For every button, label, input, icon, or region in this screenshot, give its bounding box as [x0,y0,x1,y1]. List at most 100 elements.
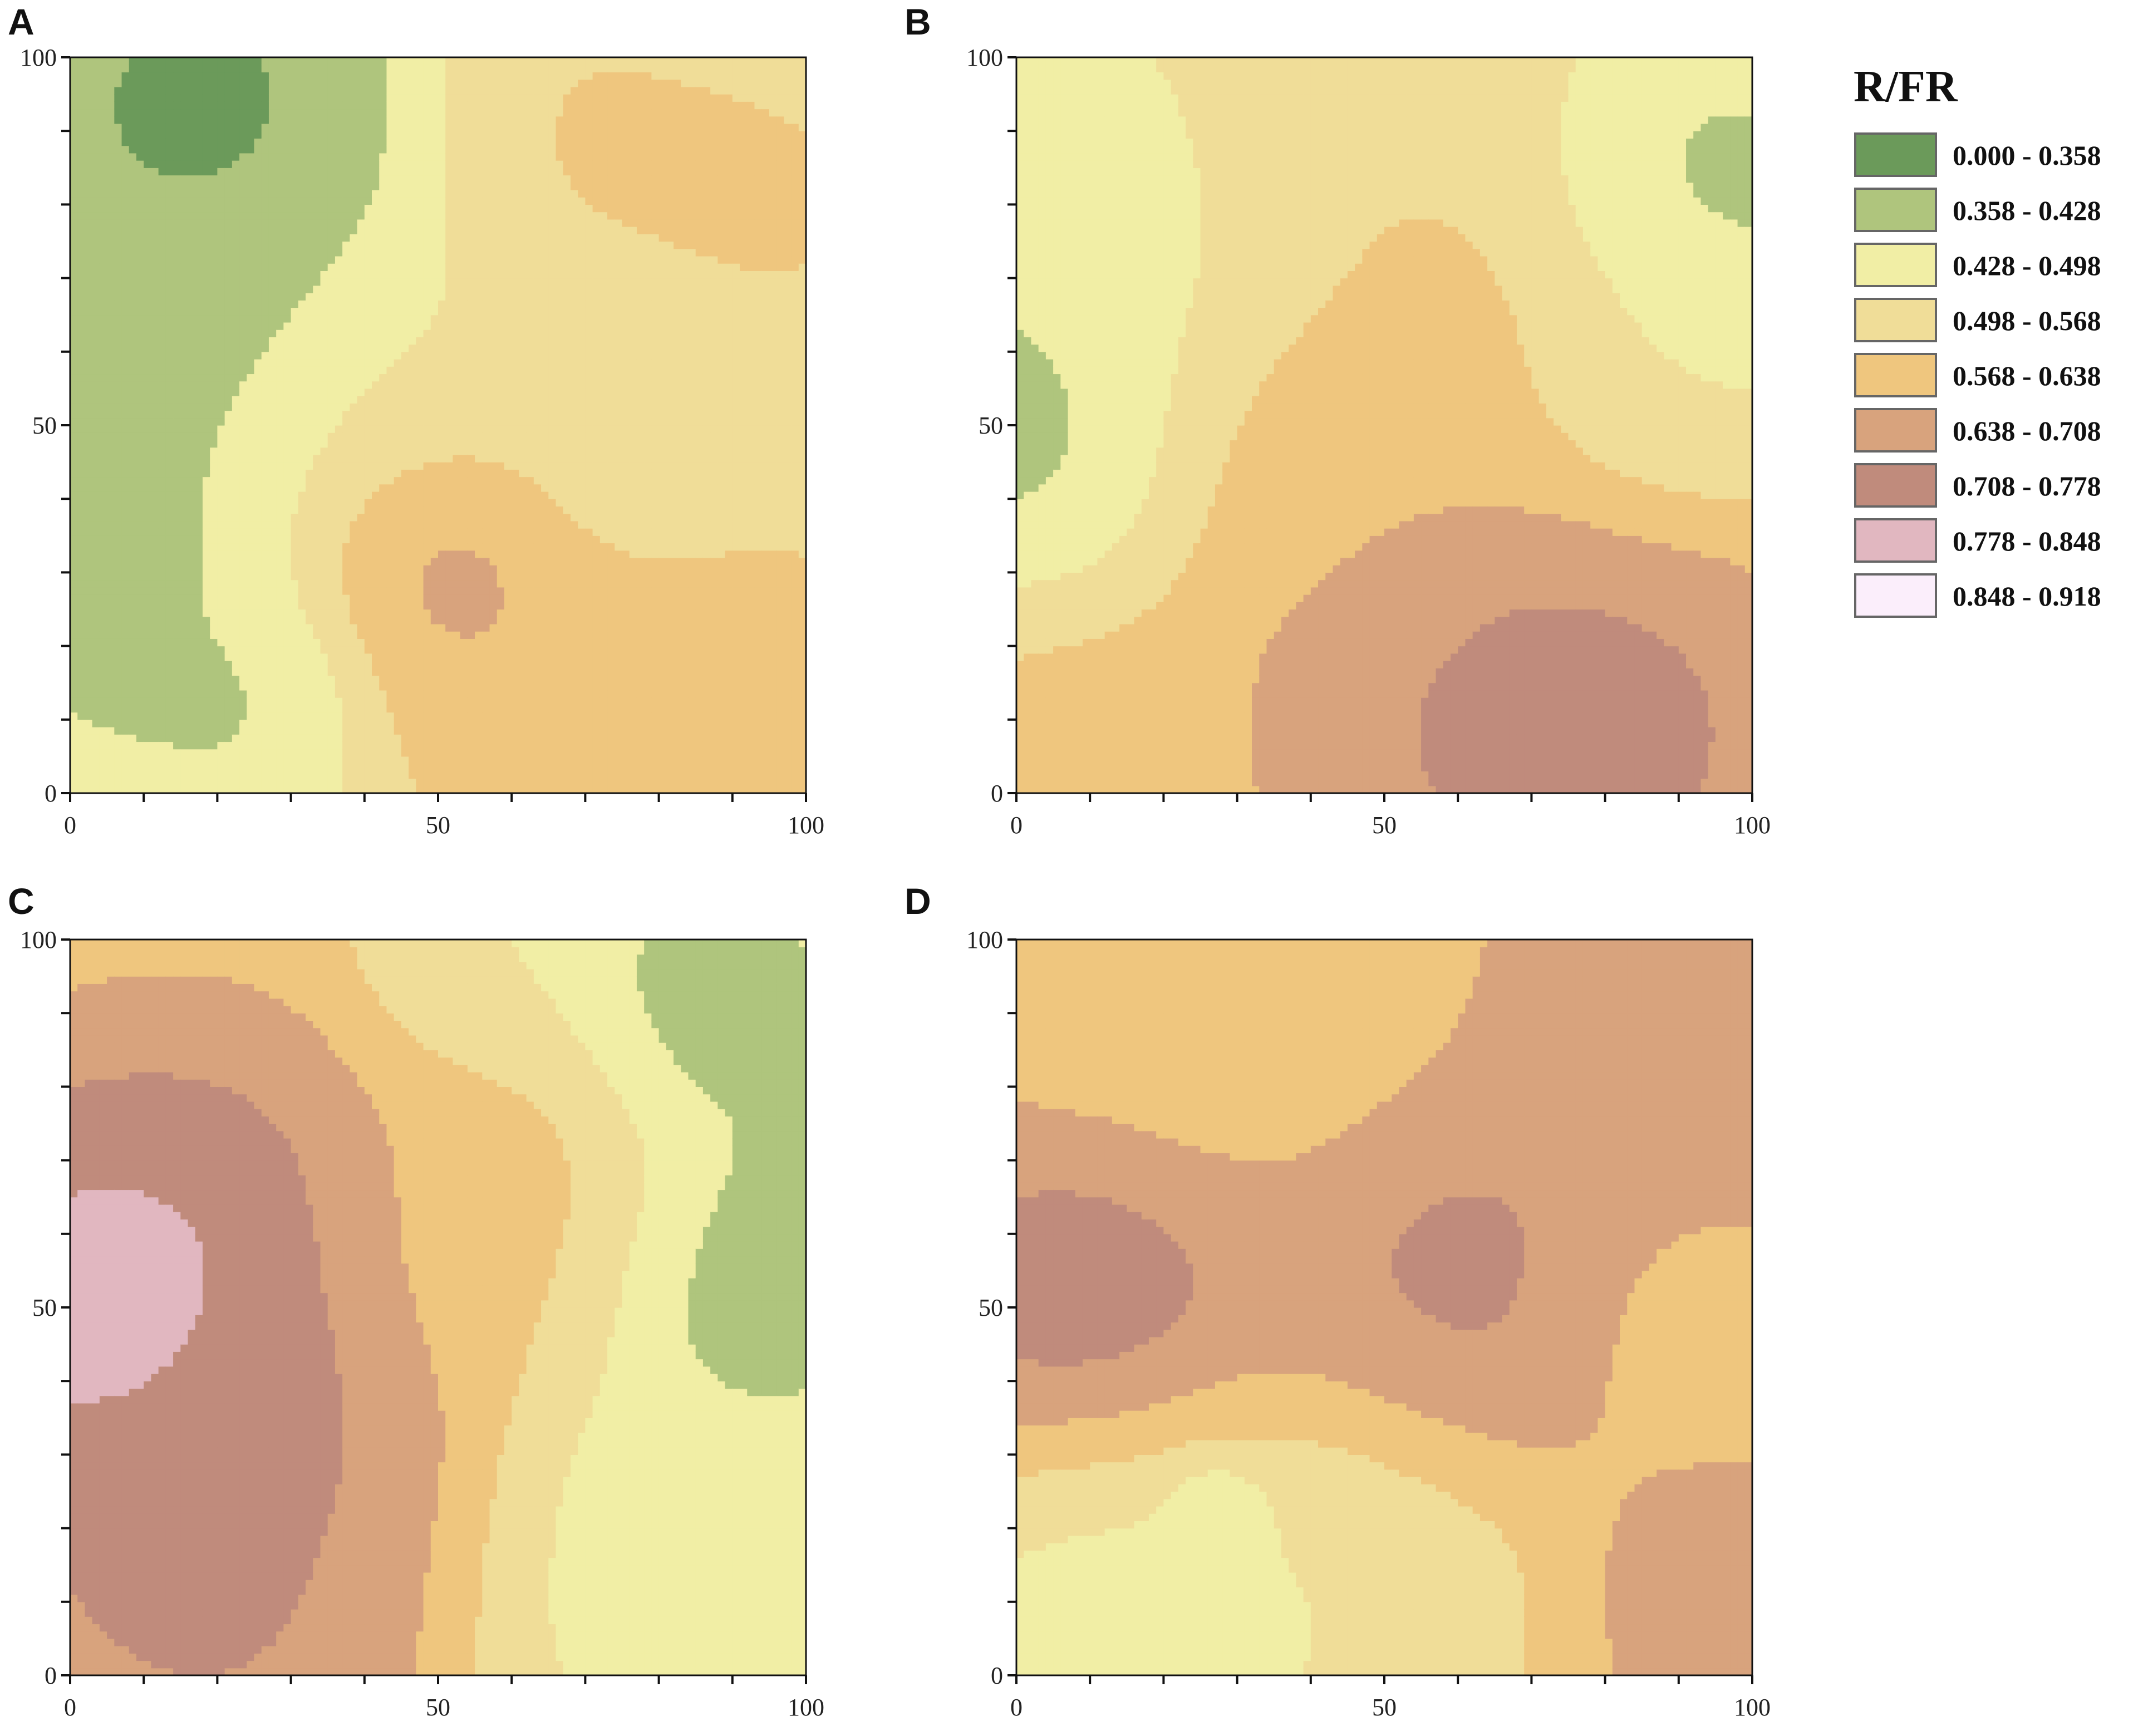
heatmap-cell [114,756,122,764]
heatmap-cell [306,440,313,447]
heatmap-cell [144,330,151,337]
heatmap-cell [77,756,85,764]
heatmap-cell [166,749,174,757]
heatmap-cell [298,550,306,558]
heatmap-cell [379,565,387,573]
heatmap-cell [107,403,115,411]
heatmap-cell [328,565,336,573]
heatmap-cell [320,550,328,558]
heatmap-cell [269,160,277,168]
heatmap-cell [291,469,299,477]
heatmap-cell [188,528,196,536]
heatmap-cell [217,160,225,168]
heatmap-cell [306,345,313,352]
heatmap-cell [210,263,218,271]
heatmap-cell [269,661,277,668]
heatmap-cell [365,212,372,220]
heatmap-cell [313,307,321,315]
heatmap-cell [188,138,196,146]
heatmap-cell [151,80,159,87]
heatmap-cell [122,587,130,595]
heatmap-cell [77,160,85,168]
heatmap-cell [247,528,254,536]
heatmap-cell [122,242,130,249]
heatmap-cell [173,727,181,735]
heatmap-cell [269,212,277,220]
heatmap-cell [151,491,159,499]
heatmap-cell [276,572,284,580]
heatmap-cell [365,484,372,492]
heatmap-cell [100,337,107,345]
heatmap-cell [114,381,122,389]
heatmap-cell [180,249,188,257]
heatmap-cell [77,307,85,315]
heatmap-cell [291,432,299,440]
heatmap-cell [269,271,277,278]
heatmap-cell [269,514,277,522]
heatmap-cell [136,345,144,352]
heatmap-cell [298,631,306,639]
heatmap-cell [372,72,380,80]
heatmap-cell [136,271,144,278]
heatmap-cell [100,366,107,374]
heatmap-cell [283,227,291,234]
heatmap-cell [350,373,357,381]
heatmap-cell [85,764,92,771]
heatmap-cell [232,160,240,168]
heatmap-cell [276,771,284,779]
heatmap-cell [144,352,151,360]
heatmap-cell [188,263,196,271]
heatmap-cell [188,190,196,198]
heatmap-cell [100,432,107,440]
heatmap-cell [203,138,210,146]
heatmap-cell [180,535,188,543]
heatmap-cell [313,293,321,301]
heatmap-cell [350,491,357,499]
heatmap-cell [173,528,181,536]
heatmap-cell [342,771,350,779]
heatmap-cell [114,249,122,257]
heatmap-cell [313,646,321,654]
heatmap-cell [247,418,254,426]
heatmap-cell [92,756,100,764]
heatmap-cell [276,101,284,109]
heatmap-cell [239,653,247,661]
heatmap-cell [217,373,225,381]
heatmap-cell [195,345,203,352]
heatmap-cell [166,197,174,205]
heatmap-cell [239,469,247,477]
heatmap-cell [92,771,100,779]
heatmap-cell [328,183,336,190]
heatmap-cell [173,271,181,278]
heatmap-cell [166,293,174,301]
heatmap-cell [306,242,313,249]
heatmap-cell [342,381,350,389]
heatmap-cell [247,477,254,485]
heatmap-cell [269,234,277,242]
heatmap-cell [254,197,262,205]
heatmap-cell [144,661,151,668]
heatmap-cell [166,160,174,168]
heatmap-cell [239,116,247,124]
heatmap-cell [85,543,92,551]
heatmap-cell [350,506,357,514]
heatmap-cell [298,278,306,286]
heatmap-cell [122,183,130,190]
heatmap-cell [298,749,306,757]
heatmap-cell [276,543,284,551]
heatmap-cell [306,631,313,639]
heatmap-cell [283,80,291,87]
heatmap-cell [232,558,240,565]
heatmap-cell [217,756,225,764]
heatmap-cell [70,131,78,139]
heatmap-cell [100,411,107,419]
heatmap-cell [320,352,328,360]
heatmap-cell [283,462,291,470]
heatmap-cell [136,558,144,565]
heatmap-cell [357,661,365,668]
heatmap-cell [386,749,394,757]
heatmap-cell [195,160,203,168]
heatmap-cell [203,345,210,352]
heatmap-cell [210,322,218,330]
heatmap-cell [188,300,196,308]
